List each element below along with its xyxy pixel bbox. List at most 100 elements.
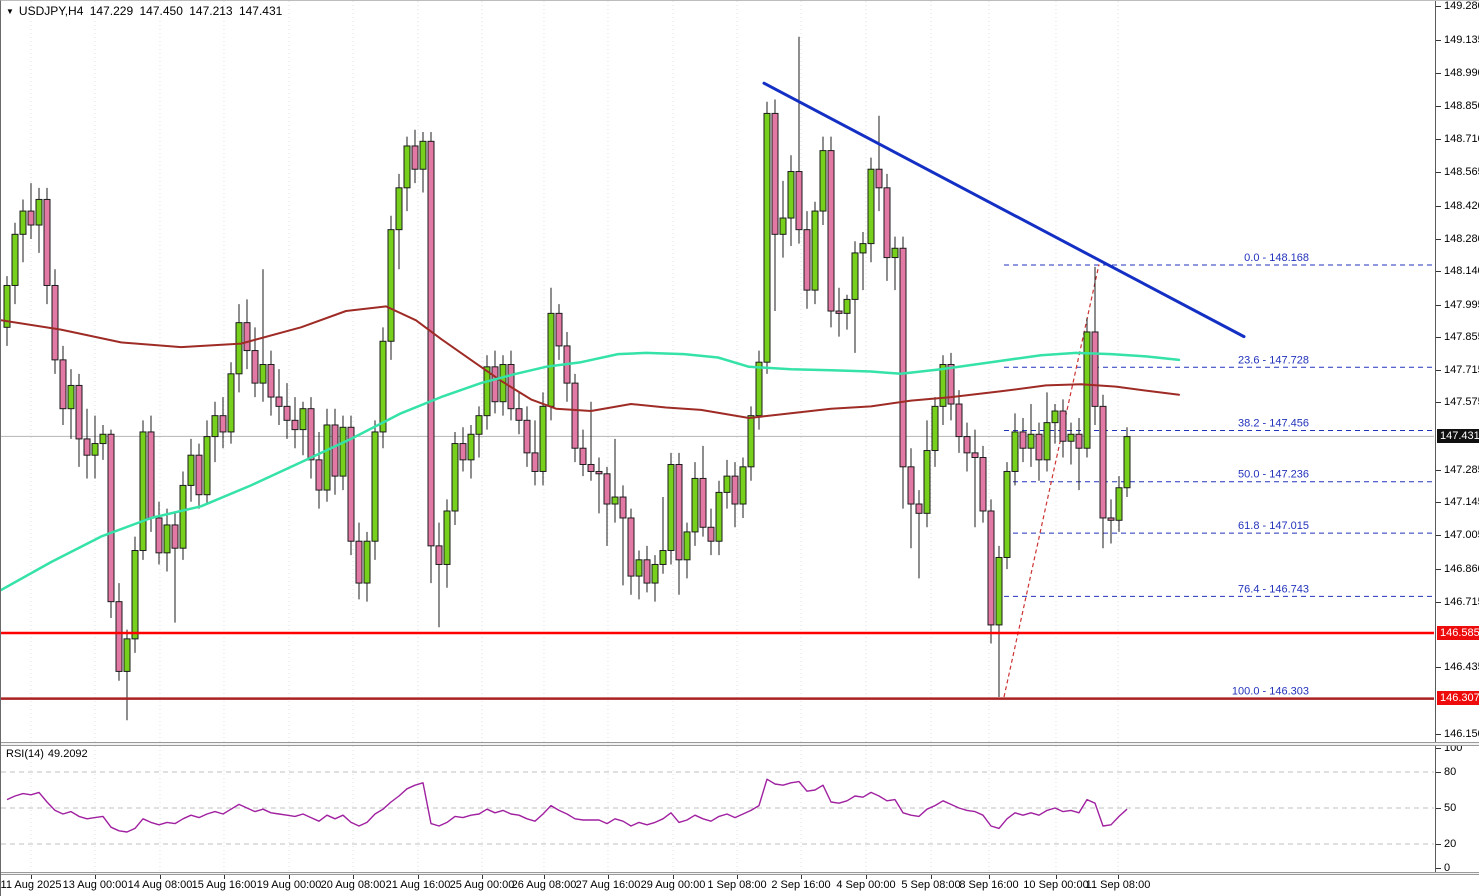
candle-bullish [443,510,451,565]
time-tick-label: 29 Aug 00:00 [640,879,706,891]
candle-bullish [211,415,219,438]
tick-text: 146.715 [1444,596,1479,609]
candle-bullish [779,217,787,235]
candle-bullish [259,364,267,384]
candle-bullish [99,433,107,445]
candle-bullish [611,496,619,505]
tick-text: 149.280 [1444,0,1479,12]
tick-mark [1436,39,1441,41]
time-tick-label: 25 Aug 00:00 [449,879,515,891]
time-tick-mark [353,875,354,879]
rsi-pane[interactable] [1,746,1435,872]
candle-bearish [523,419,531,454]
descending-trendline [762,81,1246,339]
time-tick-mark [544,875,545,879]
candle-bearish [347,426,355,542]
tick-mark [1436,172,1441,174]
candle-bullish [19,210,27,235]
candle-bullish [939,364,947,407]
fib-level-label: 50.0 - 147.236 [1238,469,1309,481]
tick-text: 147.995 [1444,298,1479,311]
candle-bearish [59,359,67,410]
rsi-value: 49.2092 [47,748,88,760]
symbol-dropdown-icon[interactable]: ▼ [6,7,14,16]
time-tick-mark [1118,875,1119,879]
candle-bullish [739,466,747,505]
main-chart[interactable]: 0.0 - 148.168 23.6 - 147.728 38.2 - 147.45… [1,1,1435,742]
candle-bullish [395,187,403,231]
fib-level-label: 38.2 - 147.456 [1238,418,1309,430]
candle-bearish [675,463,683,561]
price-axis[interactable]: 149.280 149.135 148.990 148.850 148.710 148.5… [1435,1,1479,875]
candle-bullish [859,243,867,254]
candle-bullish [659,550,667,565]
candle-bullish [1123,436,1131,489]
time-tick-label: 20 Aug 08:00 [320,879,386,891]
candle-bearish [979,457,987,512]
candle-bullish [891,247,899,259]
tick-mark [1436,534,1441,536]
fib-baseline [1003,264,1100,698]
candle-bearish [83,438,91,456]
candle-bullish [235,322,243,375]
candle-bullish [1043,422,1051,461]
rsi-indicator-label: RSI(14) 49.2092 [6,748,92,760]
time-tick-mark [95,875,96,879]
candle-bearish [427,140,435,547]
candle-bearish [643,559,651,584]
candle-bullish [1067,433,1075,442]
tick-text: 147.145 [1444,496,1479,509]
candle-bearish [1035,433,1043,461]
candle-bearish [107,433,115,603]
candle-bearish [1059,410,1067,442]
candle-bullish [475,415,483,435]
candle-bearish [155,517,163,554]
tick-text: 148.280 [1444,232,1479,245]
tick-text: 20 [1444,837,1457,850]
time-tick-mark [989,875,990,879]
time-tick-label: 5 Sep 08:00 [901,879,961,891]
tick-mark [1436,867,1441,869]
tick-mark [1436,304,1441,306]
time-tick-mark [931,875,932,879]
candle-bullish [451,443,459,512]
tick-mark [1436,771,1441,773]
candle-bearish [955,403,963,438]
time-tick-mark [1056,875,1057,879]
fib-level-label: 61.8 - 147.015 [1238,520,1309,532]
price-marker-box: 147.431 [1437,429,1479,444]
candle-bearish [267,364,275,398]
candle-bullish [1003,470,1011,558]
candle-bearish [619,496,627,519]
candle-bullish [651,563,659,584]
candle-bearish [1099,405,1107,519]
tick-text: 148.990 [1444,67,1479,80]
candle-bullish [91,443,99,456]
time-tick-mark [418,875,419,879]
candle-bearish [555,312,563,347]
tick-text: 149.135 [1444,33,1479,46]
candle-bullish [923,450,931,514]
candle-bullish [3,284,11,328]
candle-bullish [867,168,875,245]
tick-mark [1436,73,1441,75]
tick-mark [1436,733,1441,735]
time-tick-mark [31,875,32,879]
candle-bullish [35,198,43,226]
candle-bullish [387,229,395,342]
candle-bearish [251,350,259,384]
candle-bearish [899,247,907,468]
tick-text: 146.150 [1444,727,1479,740]
candle-bullish [683,531,691,561]
pane-separator[interactable] [1,742,1479,746]
time-tick-mark [289,875,290,879]
time-tick-mark [866,875,867,879]
tick-mark [1436,337,1441,339]
candle-bearish [531,452,539,472]
candle-bearish [43,198,51,286]
tick-text: 148.140 [1444,265,1479,277]
candle-bearish [971,452,979,459]
tick-text: 148.565 [1444,166,1479,179]
time-tick-label: 13 Aug 00:00 [62,879,128,891]
time-axis[interactable]: 11 Aug 2025 13 Aug 00:00 14 Aug 08:00 15 Au… [1,875,1479,896]
